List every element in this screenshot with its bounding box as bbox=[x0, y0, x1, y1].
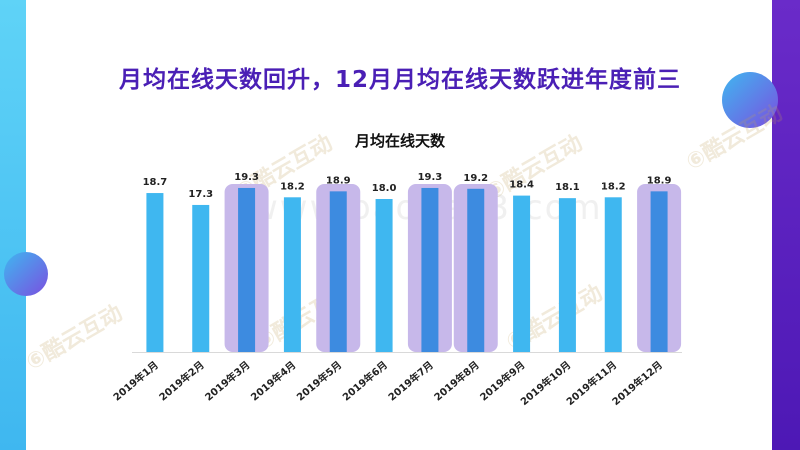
bar bbox=[558, 198, 576, 352]
x-tick-label: 2019年3月 bbox=[202, 358, 252, 403]
x-tick-label: 2019年12月 bbox=[609, 358, 665, 408]
x-tick-label: 2019年2月 bbox=[156, 358, 206, 403]
bar bbox=[467, 188, 485, 352]
bar bbox=[146, 193, 164, 352]
decorative-circle-left bbox=[4, 252, 48, 296]
data-label: 18.9 bbox=[647, 175, 672, 186]
data-label: 18.7 bbox=[143, 177, 168, 188]
x-tick-label: 2019年6月 bbox=[340, 358, 390, 403]
bar bbox=[421, 187, 439, 352]
data-label: 18.9 bbox=[326, 175, 351, 186]
bar bbox=[283, 197, 301, 352]
bar bbox=[329, 191, 347, 352]
headline: 月均在线天数回升，12月月均在线天数跃进年度前三 bbox=[118, 67, 681, 93]
left-accent-bar bbox=[0, 0, 26, 450]
x-tick-label: 2019年8月 bbox=[431, 358, 481, 403]
x-tick-label: 2019年7月 bbox=[386, 358, 436, 403]
bar bbox=[238, 187, 256, 352]
decorative-circle-top-right bbox=[722, 72, 778, 128]
chart-title: 月均在线天数 bbox=[354, 132, 445, 150]
data-label: 19.3 bbox=[418, 172, 443, 183]
bar bbox=[513, 195, 531, 352]
data-label: 18.1 bbox=[555, 182, 580, 193]
right-accent-bar bbox=[772, 0, 800, 450]
data-label: 18.2 bbox=[280, 181, 305, 192]
bar bbox=[375, 199, 393, 352]
bar bbox=[192, 204, 210, 352]
x-tick-label: 2019年5月 bbox=[294, 358, 344, 403]
data-label: 18.2 bbox=[601, 181, 626, 192]
bar bbox=[604, 197, 622, 352]
x-tick-label: 2019年1月 bbox=[111, 358, 161, 403]
x-tick-label: 2019年4月 bbox=[248, 358, 298, 403]
data-label: 19.2 bbox=[463, 173, 488, 184]
data-label: 19.3 bbox=[234, 172, 259, 183]
data-label: 17.3 bbox=[188, 189, 213, 200]
bar bbox=[650, 191, 668, 352]
data-label: 18.0 bbox=[372, 183, 397, 194]
data-label: 18.4 bbox=[509, 180, 534, 191]
x-tick-label: 2019年9月 bbox=[477, 358, 527, 403]
